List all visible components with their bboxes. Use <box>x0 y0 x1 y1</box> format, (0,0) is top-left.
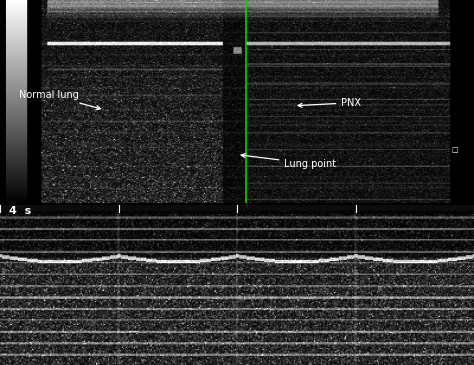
Text: PNX: PNX <box>298 98 361 108</box>
Text: 4  s: 4 s <box>9 206 32 216</box>
Text: Normal lung: Normal lung <box>19 90 100 109</box>
Text: □: □ <box>452 147 458 154</box>
Text: Lung point: Lung point <box>241 154 337 169</box>
